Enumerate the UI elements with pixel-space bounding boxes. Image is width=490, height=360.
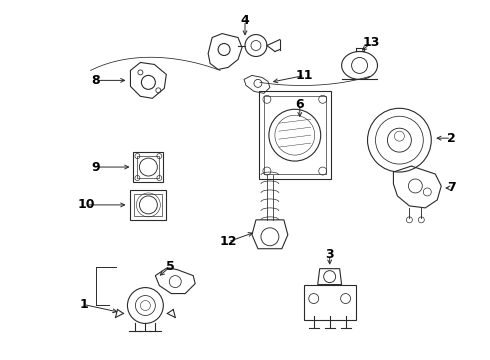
Bar [134,194,162,216]
Text: 2: 2 [447,132,456,145]
Text: 3: 3 [325,248,334,261]
Bar [264,96,326,174]
Text: 11: 11 [296,69,314,82]
Text: 9: 9 [91,161,100,174]
Text: 12: 12 [220,235,237,248]
Bar [133,152,163,182]
Text: 10: 10 [78,198,96,211]
Bar [137,156,159,178]
Text: 8: 8 [91,74,100,87]
Text: 6: 6 [295,98,304,111]
Bar [304,285,356,320]
Text: 7: 7 [447,181,456,194]
Text: 1: 1 [79,298,88,311]
Text: 13: 13 [363,36,380,49]
Bar [259,91,331,179]
Text: 4: 4 [241,14,249,27]
Bar [130,190,166,220]
Text: 5: 5 [166,260,174,273]
